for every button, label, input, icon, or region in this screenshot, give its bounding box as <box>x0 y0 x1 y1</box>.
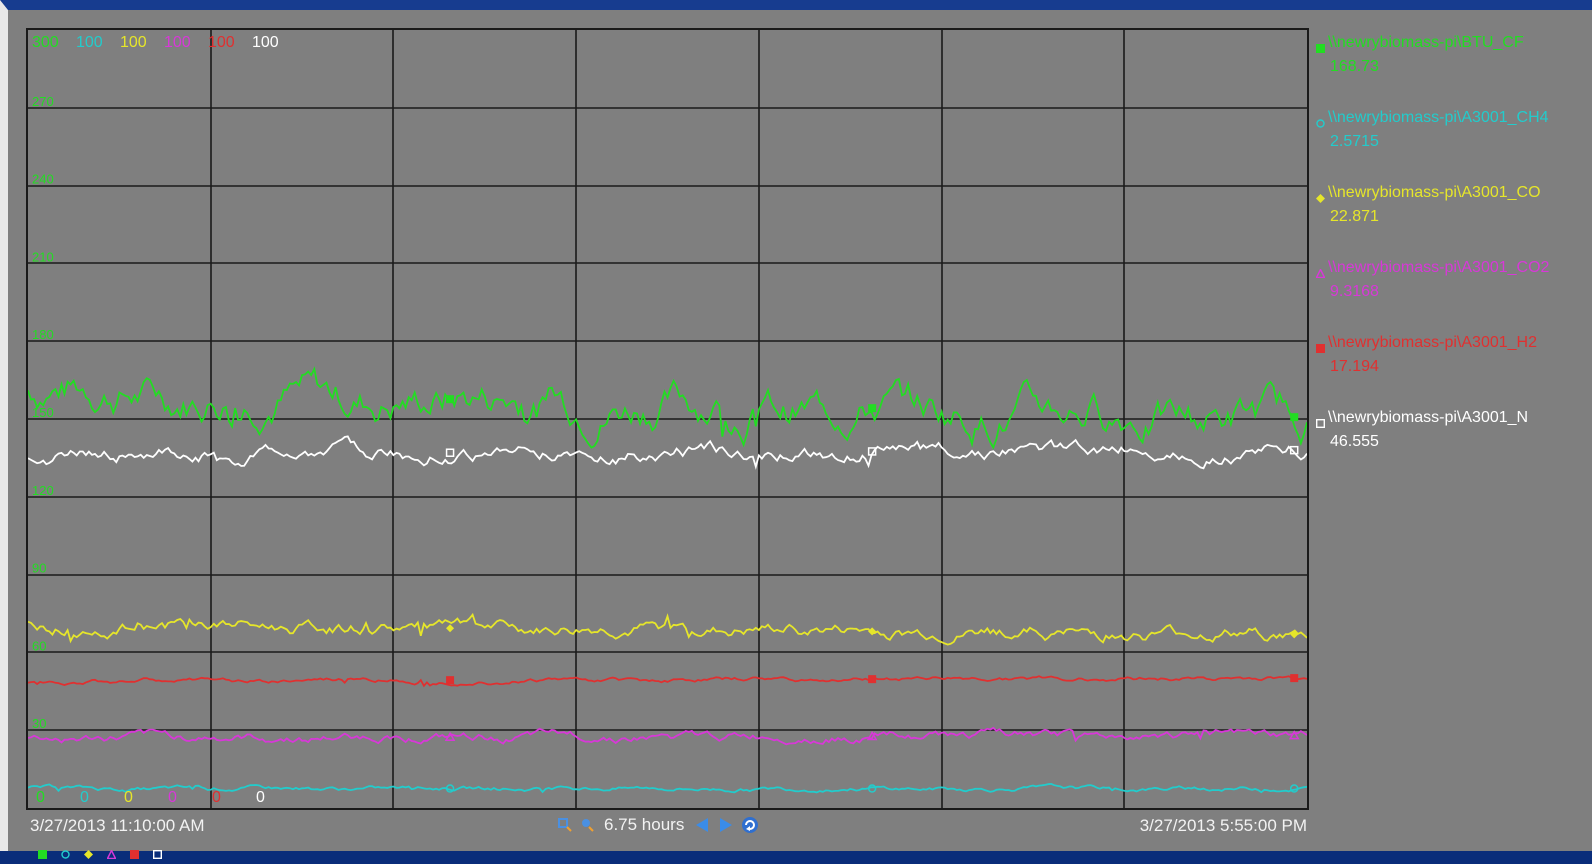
trend-chart[interactable]: 300 270 240 210 180 150 120 90 60 30 300 0 100 0 100 0… <box>27 30 1308 808</box>
refresh-icon[interactable] <box>740 815 760 835</box>
legend-tag-name: \\newrybiomass-pi\BTU_CF <box>1328 34 1524 51</box>
legend-item[interactable]: \\newrybiomass-pi\A3001_CO 22.871 <box>1316 182 1592 257</box>
series-marker <box>445 784 455 793</box>
scale-max-label: 100 <box>76 34 103 51</box>
legend-tag-value: 17.194 <box>1330 358 1379 375</box>
y-axis-ticks: 300270240210180150120906030 <box>32 94 54 731</box>
legend-marker-icon <box>1315 263 1326 279</box>
time-axis-bar: 3/27/2013 11:10:00 AM 6.75 hours 3/27/20… <box>26 810 1309 840</box>
series-line[interactable] <box>27 435 1308 470</box>
scale-min-label: 0 <box>256 789 265 806</box>
series-marker <box>1290 413 1299 422</box>
series-line[interactable] <box>27 366 1308 450</box>
legend-item[interactable]: \\newrybiomass-pi\A3001_CH4 2.5715 <box>1316 107 1592 182</box>
scale-min-label: 0 <box>80 789 89 806</box>
series-marker <box>867 784 877 793</box>
series-marker <box>867 447 877 456</box>
y-tick-label: 240 <box>32 172 54 187</box>
scale-max-label: 100 <box>252 34 279 51</box>
series-marker <box>445 448 455 457</box>
time-end-label[interactable]: 3/27/2013 5:55:00 PM <box>1139 816 1307 835</box>
y-tick-label: 180 <box>32 327 54 342</box>
series-marker <box>868 627 877 636</box>
series-line[interactable] <box>27 612 1308 646</box>
legend-tag-value: 9.3168 <box>1330 283 1379 300</box>
legend-tag-name: \\newrybiomass-pi\A3001_N <box>1328 409 1529 426</box>
y-tick-label: 90 <box>32 561 46 576</box>
legend-tag-name: \\newrybiomass-pi\A3001_CH4 <box>1328 109 1549 126</box>
series-marker <box>868 675 877 684</box>
y-tick-label: 210 <box>32 249 54 264</box>
scale-max-label: 100 <box>120 34 147 51</box>
series-marker <box>1290 674 1299 683</box>
series-marker <box>866 730 878 741</box>
scale-min-label: 0 <box>168 789 177 806</box>
y-tick-label: 270 <box>32 94 54 109</box>
series-marker <box>1289 445 1299 455</box>
time-range-controls: 6.75 hours <box>556 812 760 838</box>
zoom-out-icon[interactable] <box>578 816 596 834</box>
legend-marker-icon <box>1316 113 1325 128</box>
y-tick-label: 150 <box>32 405 54 420</box>
y-tick-label: 60 <box>32 638 46 653</box>
series-marker <box>1289 784 1299 793</box>
legend-item[interactable]: \\newrybiomass-pi\A3001_CO2 9.3168 <box>1315 257 1592 332</box>
series-marker <box>444 731 456 741</box>
scale-max-label: 100 <box>208 34 235 51</box>
y-tick-label: 120 <box>32 483 54 498</box>
scale-min-label: 0 <box>124 789 133 806</box>
legend-tag-name: \\newrybiomass-pi\A3001_CO2 <box>1328 259 1550 276</box>
legend-item[interactable]: \\newrybiomass-pi\BTU_CF 168.73 <box>1316 32 1592 107</box>
series-marker <box>868 404 877 413</box>
trend-legend: \\newrybiomass-pi\BTU_CF 168.73 \\newrybio… <box>1315 32 1592 482</box>
legend-marker-icon <box>1316 188 1325 203</box>
scale-labels: 300 0 100 0 100 0 100 0 100 0 100 0 <box>32 34 279 806</box>
scale-min-label: 0 <box>36 789 45 806</box>
legend-marker-icon <box>1316 338 1325 353</box>
y-tick-label: 30 <box>32 716 46 731</box>
series-lines <box>27 366 1308 794</box>
legend-tag-value: 168.73 <box>1330 58 1379 75</box>
duration-label[interactable]: 6.75 hours <box>604 815 685 834</box>
legend-item[interactable]: \\newrybiomass-pi\A3001_H2 17.194 <box>1316 332 1592 407</box>
series-marker <box>1288 730 1300 740</box>
series-marker <box>446 624 455 633</box>
series-line[interactable] <box>27 726 1308 746</box>
legend-marker-icon <box>1316 38 1325 53</box>
scale-max-label: 300 <box>32 34 59 51</box>
legend-marker-icon <box>1315 413 1325 428</box>
scale-max-label: 100 <box>164 34 191 51</box>
series-line[interactable] <box>27 782 1308 794</box>
zoom-in-icon[interactable] <box>556 816 574 834</box>
series-marker <box>446 676 455 685</box>
legend-tag-name: \\newrybiomass-pi\A3001_H2 <box>1328 334 1537 351</box>
trend-plot-area[interactable]: 300 270 240 210 180 150 120 90 60 30 300 0 100 0 100 0… <box>26 28 1309 810</box>
scale-min-label: 0 <box>212 789 221 806</box>
series-marker <box>446 395 455 404</box>
legend-tag-value: 46.555 <box>1330 433 1379 450</box>
legend-tag-name: \\newrybiomass-pi\A3001_CO <box>1328 184 1541 201</box>
scroll-back-icon[interactable] <box>692 815 712 835</box>
time-start-label[interactable]: 3/27/2013 11:10:00 AM <box>30 816 205 835</box>
legend-tag-value: 2.5715 <box>1330 133 1379 150</box>
legend-tag-value: 22.871 <box>1330 208 1379 225</box>
series-line[interactable] <box>27 675 1308 688</box>
series-marker <box>1290 630 1299 639</box>
scroll-forward-icon[interactable] <box>716 815 736 835</box>
legend-item[interactable]: \\newrybiomass-pi\A3001_N 46.555 <box>1315 407 1592 482</box>
